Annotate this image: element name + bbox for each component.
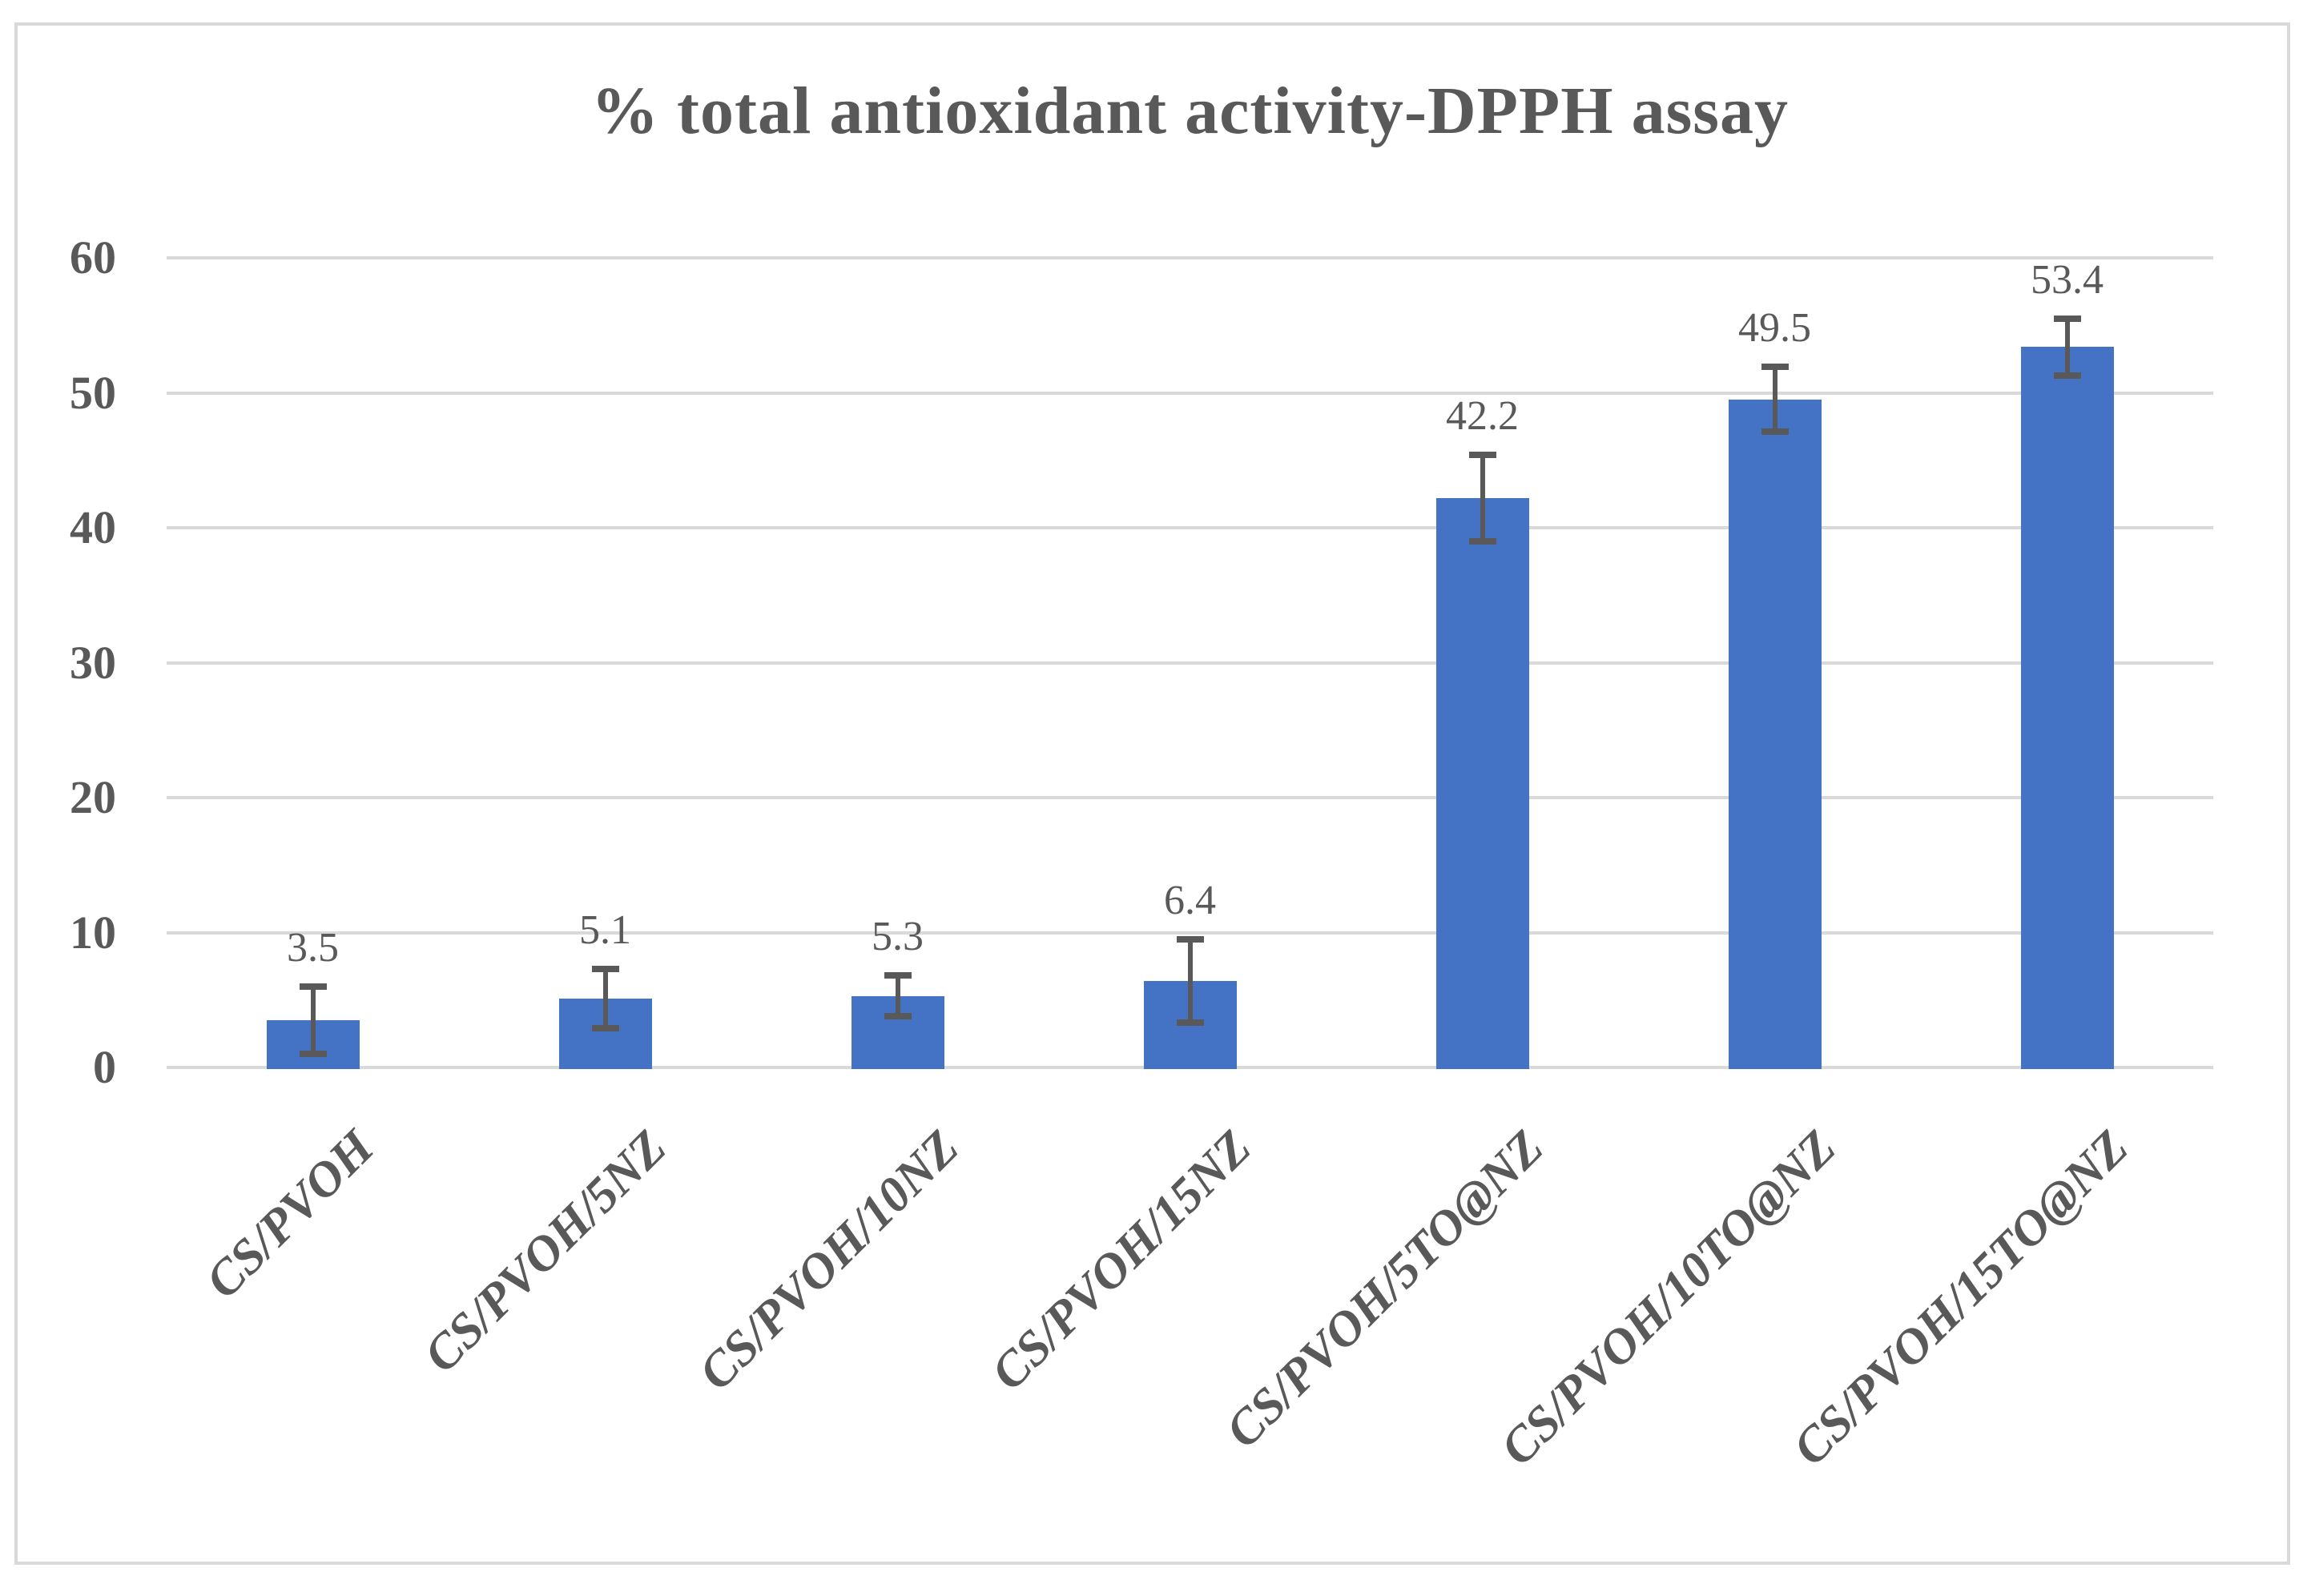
data-label: 6.4	[1164, 877, 1216, 923]
y-tick-label-50: 50	[70, 366, 116, 419]
error-bar-line	[602, 968, 608, 1029]
error-bar-cap-top	[1761, 364, 1789, 371]
error-bar-cap-bottom	[884, 1012, 912, 1019]
data-label: 42.2	[1446, 393, 1519, 439]
gridline-50	[167, 391, 2213, 395]
bar-CS/PVOH/10TO@NZ	[1728, 399, 1822, 1069]
gridline-30	[167, 661, 2213, 665]
gridline-10	[167, 931, 2213, 935]
error-bar-cap-top	[299, 983, 327, 990]
error-bar-cap-top	[884, 972, 912, 979]
gridline-40	[167, 526, 2213, 529]
chart-border	[14, 22, 2290, 1565]
gridline-20	[167, 796, 2213, 799]
data-label: 5.3	[872, 914, 924, 960]
y-tick-label-20: 20	[70, 771, 116, 823]
error-bar-cap-bottom	[591, 1025, 619, 1032]
error-bar-line	[1187, 939, 1193, 1023]
error-bar-cap-bottom	[299, 1051, 327, 1058]
data-label: 53.4	[2031, 256, 2104, 303]
data-label: 3.5	[287, 924, 339, 971]
y-tick-label-10: 10	[70, 906, 116, 959]
y-tick-label-30: 30	[70, 636, 116, 689]
bar-CS/PVOH/15TO@NZ	[2020, 347, 2114, 1069]
error-bar-line	[895, 975, 900, 1016]
y-tick-label-60: 60	[70, 231, 116, 283]
error-bar-line	[2064, 318, 2070, 376]
y-tick-label-0: 0	[93, 1041, 116, 1093]
error-bar-cap-top	[591, 965, 619, 972]
gridline-60	[167, 256, 2213, 259]
error-bar-cap-top	[1176, 935, 1204, 943]
error-bar-cap-bottom	[1176, 1019, 1204, 1027]
error-bar-line	[1772, 367, 1777, 432]
error-bar-cap-bottom	[1468, 537, 1496, 545]
error-bar-cap-bottom	[2053, 372, 2081, 379]
bar-CS/PVOH/5TO@NZ	[1435, 497, 1529, 1069]
y-tick-label-40: 40	[70, 501, 116, 553]
error-bar-line	[310, 986, 316, 1055]
data-label: 5.1	[579, 907, 631, 953]
error-bar-cap-top	[2053, 315, 2081, 322]
chart-title: % total antioxidant activity-DPPH assay	[591, 74, 1789, 148]
error-bar-cap-bottom	[1761, 428, 1789, 436]
error-bar-line	[1480, 455, 1485, 541]
error-bar-cap-top	[1468, 452, 1496, 458]
data-label: 49.5	[1738, 305, 1811, 352]
